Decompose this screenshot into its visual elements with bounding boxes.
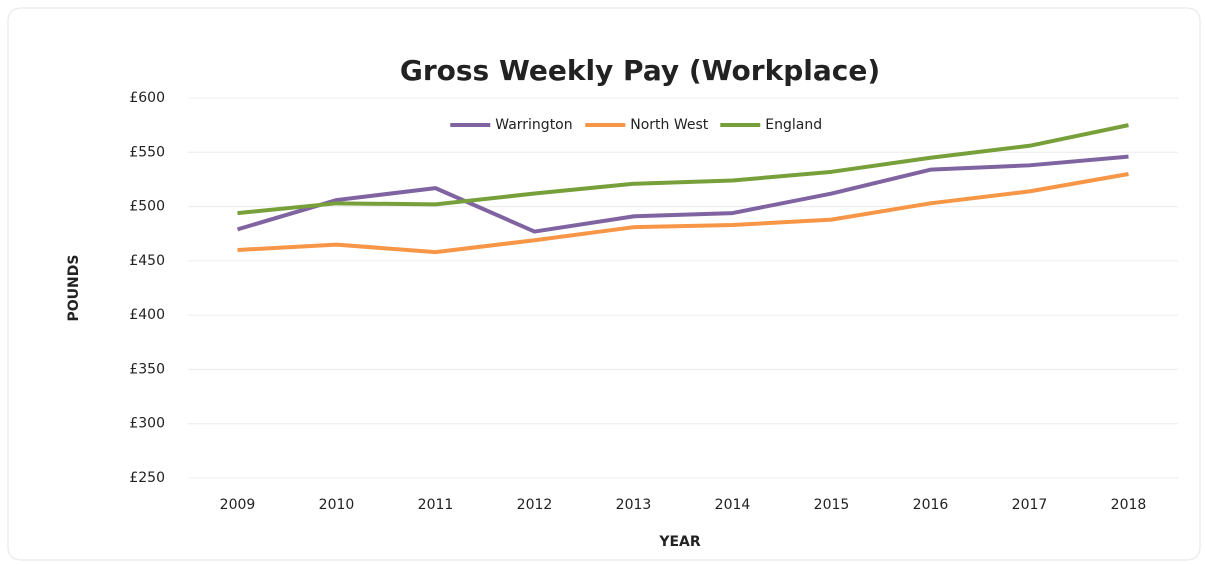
x-tick-label: 2010 — [319, 497, 355, 513]
line-series — [236, 154, 1129, 234]
x-tick-label: 2009 — [220, 497, 256, 513]
legend-label: Warrington — [495, 117, 572, 133]
y-tick-label: £600 — [129, 90, 165, 106]
x-axis-label: YEAR — [658, 534, 701, 550]
y-tick-label: £500 — [129, 199, 165, 215]
y-tick-label: £550 — [129, 144, 165, 160]
x-tick-label: 2014 — [715, 497, 751, 513]
x-tick-label: 2016 — [913, 497, 949, 513]
x-tick-label: 2017 — [1012, 497, 1048, 513]
x-tick-label: 2018 — [1111, 497, 1147, 513]
x-tick-label: 2011 — [418, 497, 454, 513]
line-series — [237, 123, 1129, 216]
y-tick-label: £400 — [129, 307, 165, 323]
y-axis-label: POUNDS — [66, 255, 82, 322]
y-tick-label: £250 — [129, 470, 165, 486]
legend-label: England — [765, 117, 822, 133]
y-tick-label: £350 — [129, 361, 165, 377]
x-tick-label: 2015 — [814, 497, 850, 513]
chart-frame — [7, 7, 1201, 561]
legend-label: North West — [630, 117, 709, 133]
y-tick-label: £450 — [129, 253, 165, 269]
chart-title: Gross Weekly Pay (Workplace) — [400, 54, 880, 87]
line-series — [237, 172, 1129, 255]
x-tick-label: 2013 — [616, 497, 652, 513]
y-tick-label: £300 — [129, 416, 165, 432]
x-tick-label: 2012 — [517, 497, 553, 513]
